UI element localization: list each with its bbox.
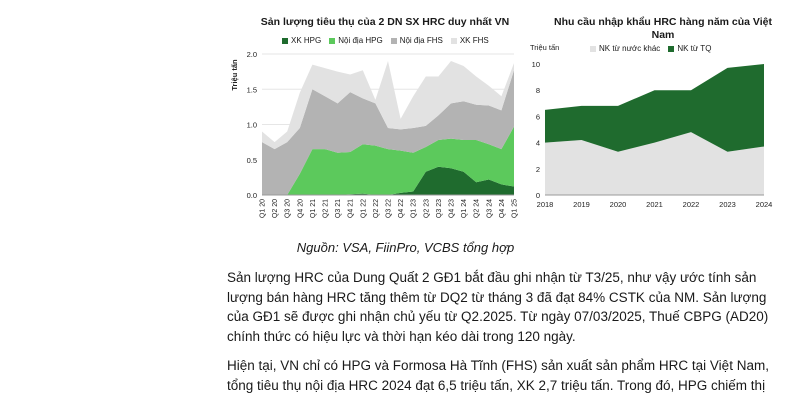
chart2-xtick-label: 2020 <box>610 200 627 209</box>
chart1-area-xk-fhs <box>262 61 514 150</box>
chart1-xtick-label: Q4 23 <box>449 199 456 218</box>
chart1-ytick-label: 0.0 <box>247 191 257 200</box>
chart1-xtick-label: Q2 22 <box>373 199 380 218</box>
chart1-legend-swatch <box>329 37 336 44</box>
chart1-xtick-label: Q4 20 <box>297 199 304 218</box>
chart2-legend-label: NK từ nước khác <box>599 44 661 53</box>
chart1-xtick-label: Q1 23 <box>411 199 418 218</box>
chart1-legend-item: Nội địa FHS <box>390 36 443 45</box>
chart1-xtick-label: Q3 21 <box>335 199 342 218</box>
source-note: Nguồn: VSA, FiinPro, VCBS tổng hợp <box>296 240 515 255</box>
chart1-xtick-label: Q4 21 <box>348 199 355 218</box>
chart1-ytick-label: 1.0 <box>247 121 257 130</box>
chart1-xtick-label: Q2 24 <box>474 199 481 218</box>
chart2-xtick-label: 2024 <box>756 200 773 209</box>
chart1-legend-item: Nội địa HPG <box>329 36 383 45</box>
chart2-legend: NK từ nước khác NK từ TQ <box>590 44 711 53</box>
chart1-legend-swatch <box>282 37 288 44</box>
chart2-legend-label: NK từ TQ <box>677 44 712 53</box>
chart1-xtick-label: Q1 24 <box>461 199 468 218</box>
paragraph-1: Sản lượng HRC của Dung Quất 2 GĐ1 bắt đầ… <box>227 270 769 344</box>
chart1-ytick-label: 2.0 <box>247 50 257 59</box>
chart2-xtick-label: 2019 <box>573 200 590 209</box>
chart2-xtick-label: 2023 <box>719 200 736 209</box>
chart1-legend-item: XK HPG <box>282 36 321 45</box>
chart1-xtick-label: Q4 24 <box>499 199 506 218</box>
paragraph-2: Hiện tại, VN chỉ có HPG và Formosa Hà Tĩ… <box>227 358 769 393</box>
chart2-title: Nhu cầu nhập khẩu HRC hàng năm của Việt … <box>553 16 772 41</box>
chart1-xtick-label: Q2 21 <box>323 199 330 218</box>
chart2-area-nk-từ-nước-khác <box>545 132 764 195</box>
chart1-legend-label: Nội địa FHS <box>399 36 443 45</box>
chart2-ytick-label: 2 <box>536 165 540 174</box>
chart2-xtick-label: 2022 <box>683 200 700 209</box>
chart2-ytick-label: 8 <box>536 86 540 95</box>
chart1-area-nội-địa-hpg <box>262 126 514 195</box>
chart1-legend-item: XK FHS <box>450 36 489 45</box>
chart1-xtick-label: Q1 20 <box>260 199 267 218</box>
chart2-legend-swatch <box>590 45 596 52</box>
chart1-legend: XK HPG Nội địa HPG Nội địa FHS XK FHS <box>282 36 489 45</box>
chart1-xtick-label: Q4 22 <box>398 199 405 218</box>
chart1-area-nội-địa-fhs <box>262 70 514 195</box>
chart1-xtick-label: Q1 21 <box>310 199 317 218</box>
chart1-legend-swatch <box>390 37 397 44</box>
chart1-xtick-label: Q2 20 <box>272 199 279 218</box>
chart2-ytick-label: 10 <box>532 60 540 69</box>
chart1-legend-label: XK FHS <box>459 36 489 45</box>
chart1-xtick-label: Q3 24 <box>486 199 493 218</box>
chart2-legend-item: NK từ TQ <box>668 44 711 53</box>
chart1-plot: 0.0 0.5 1.0 1.5 2.0 Q1 20 Q2 20 Q3 20 Q4 20 Q1 21… <box>230 50 519 218</box>
chart2-area-nk-từ-tq <box>545 64 764 152</box>
chart2-xtick-label: 2021 <box>646 200 663 209</box>
chart1-legend-swatch <box>450 37 457 44</box>
chart1-area-xk-hpg <box>262 166 514 195</box>
chart1-ylabel: Triệu tấn <box>230 59 239 91</box>
chart1-xtick-label: Q1 25 <box>512 199 519 218</box>
chart1-legend-label: XK HPG <box>291 36 322 45</box>
chart1-legend-label: Nội địa HPG <box>338 36 383 45</box>
chart2-ylabel: Triệu tấn <box>530 43 559 52</box>
chart2-legend-swatch <box>668 45 675 52</box>
chart2-plot: 0 2 4 6 8 10 2018 2019 2020 2021 2022 2023 2024 Triệu… <box>530 43 773 209</box>
chart1-xtick-label: Q3 20 <box>285 199 292 218</box>
chart1-xtick-label: Q1 22 <box>360 199 367 218</box>
chart2-ytick-label: 4 <box>536 139 540 148</box>
chart1-title: Sản lượng tiêu thụ của 2 DN SX HRC duy n… <box>260 16 510 28</box>
chart1-xtick-label: Q2 23 <box>423 199 430 218</box>
chart1-xtick-label: Q3 22 <box>386 199 393 218</box>
chart1-ytick-label: 1.5 <box>247 85 257 94</box>
chart1-ytick-label: 0.5 <box>247 156 257 165</box>
chart2-legend-item: NK từ nước khác <box>590 44 660 53</box>
chart2-ytick-label: 6 <box>536 112 540 121</box>
chart2-xtick-label: 2018 <box>537 200 554 209</box>
chart1-xtick-label: Q3 23 <box>436 199 443 218</box>
chart2-ytick-label: 0 <box>536 191 540 200</box>
